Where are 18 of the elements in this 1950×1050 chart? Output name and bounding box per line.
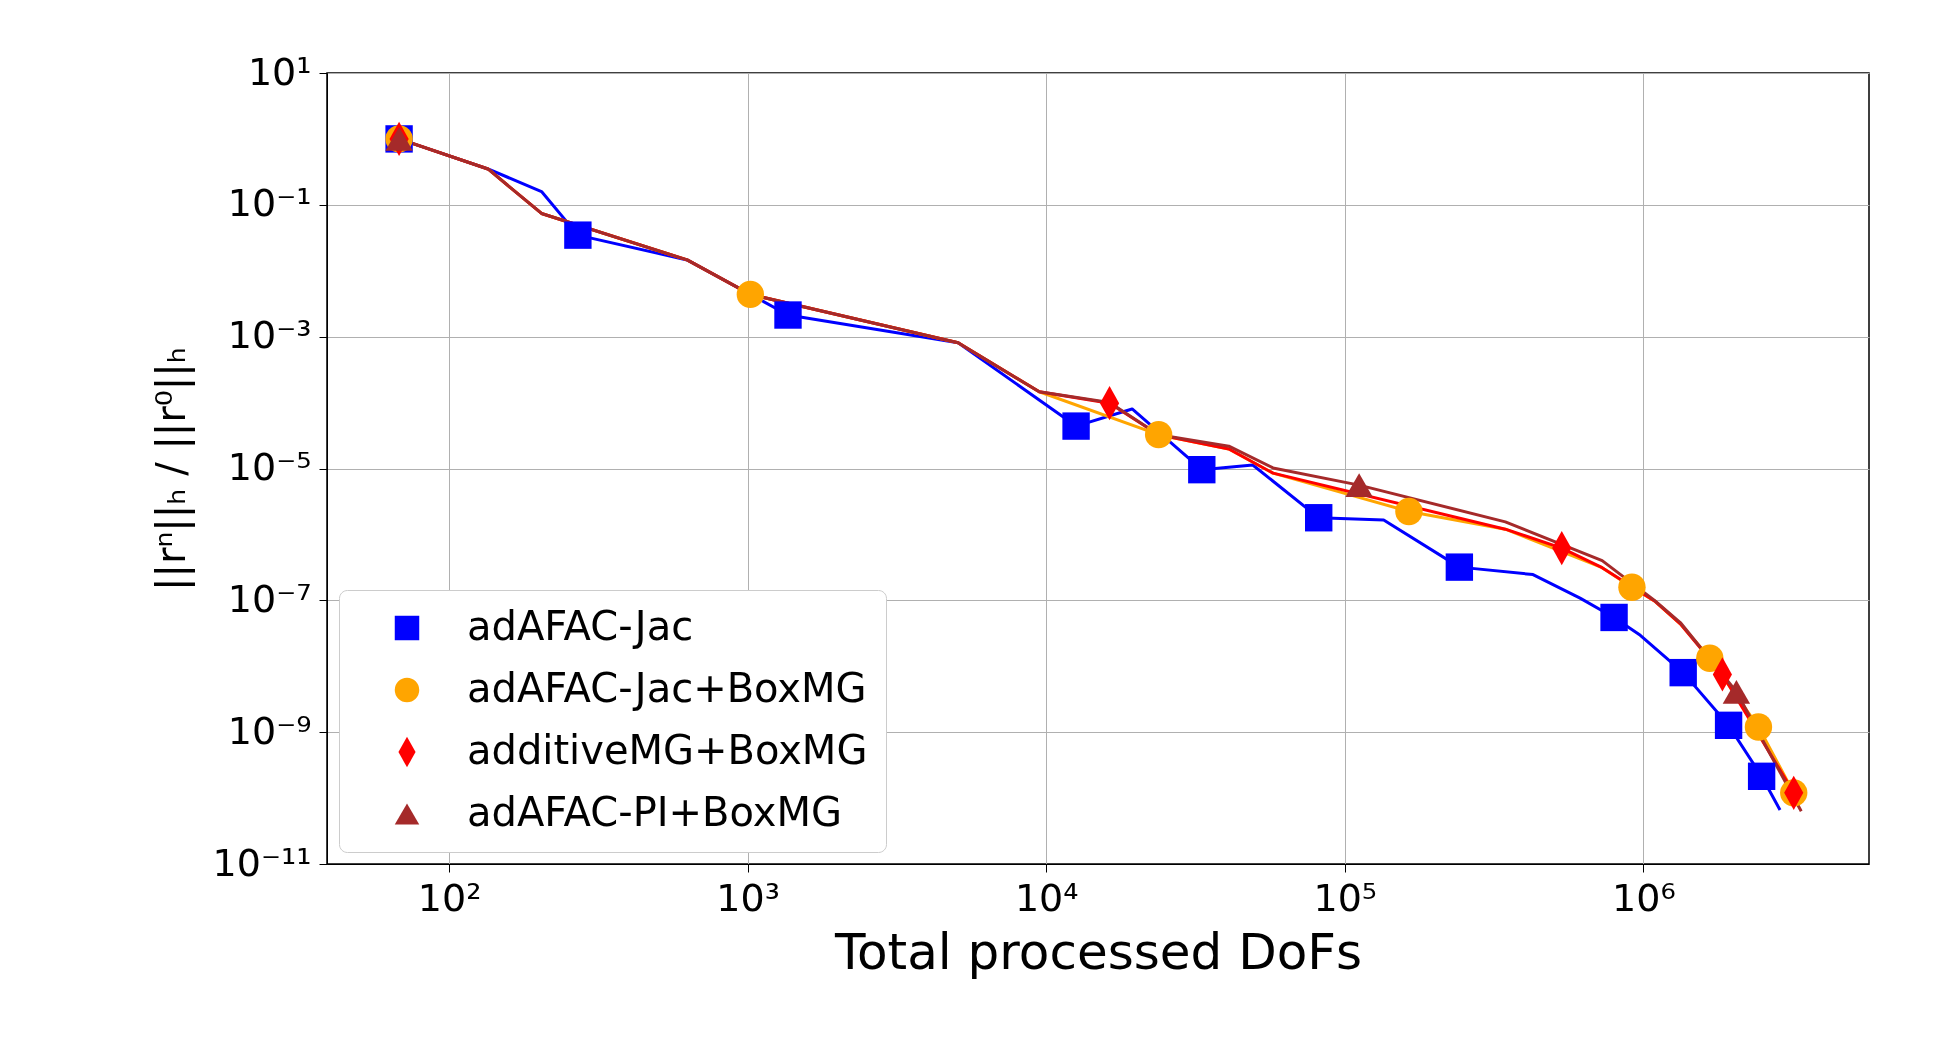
x-tick-label: 10⁶ bbox=[1612, 875, 1676, 920]
legend-label: adAFAC-Jac bbox=[467, 603, 694, 649]
y-tick-label: 10¹ bbox=[247, 49, 312, 94]
x-axis-title: Total processed DoFs bbox=[833, 922, 1363, 981]
legend-label: adAFAC-Jac+BoxMG bbox=[467, 665, 867, 711]
x-tick-label: 10² bbox=[417, 875, 482, 920]
legend-label: additiveMG+BoxMG bbox=[467, 727, 868, 773]
x-tick-label: 10⁵ bbox=[1313, 875, 1378, 920]
y-tick-label: 10⁻¹¹ bbox=[212, 840, 312, 885]
legend-label: adAFAC-PI+BoxMG bbox=[467, 789, 842, 835]
y-tick-label: 10⁻¹ bbox=[227, 181, 312, 226]
y-axis-title: ||rⁿ||ₕ / ||r⁰||ₕ bbox=[147, 347, 195, 591]
x-tick-label: 10³ bbox=[716, 875, 780, 920]
y-tick-label: 10⁻⁵ bbox=[227, 445, 312, 489]
y-tick-label: 10⁻⁹ bbox=[227, 708, 312, 753]
y-tick-label: 10⁻³ bbox=[227, 313, 312, 358]
y-tick-label: 10⁻⁷ bbox=[227, 576, 312, 621]
x-tick-label: 10⁴ bbox=[1014, 875, 1079, 920]
